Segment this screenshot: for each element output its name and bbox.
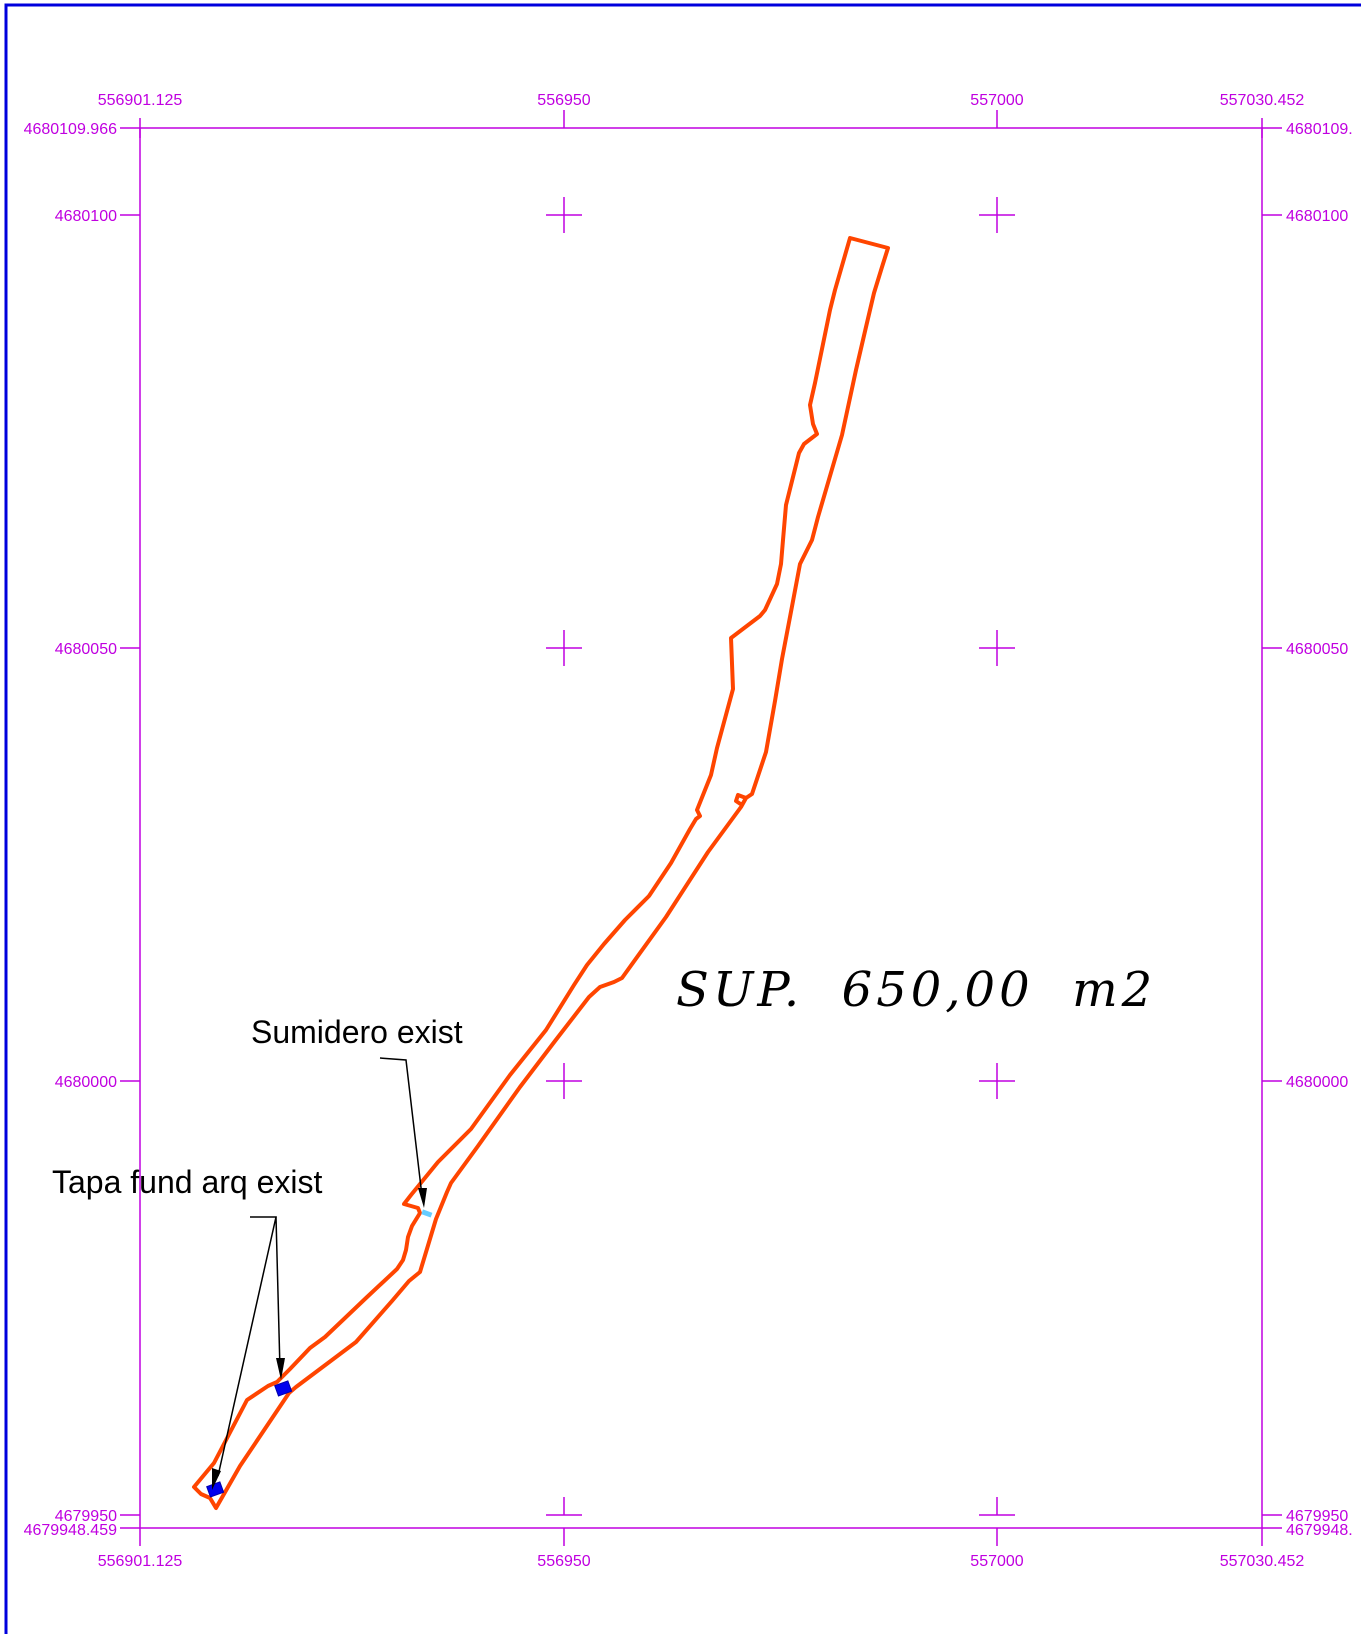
- x-tick-label-top: 556901.125: [98, 92, 183, 109]
- y-tick-label-right: 4679948.: [1286, 1522, 1353, 1539]
- grid-cross: [979, 1497, 1015, 1516]
- grid-cross: [979, 1063, 1015, 1099]
- x-tick-label-bottom: 556901.125: [98, 1553, 183, 1570]
- manhole-symbols: [206, 1380, 293, 1498]
- y-tick-label-right: 4680109.: [1286, 121, 1353, 138]
- frame-ticks: [120, 110, 1282, 1546]
- grid-cross: [546, 1497, 582, 1516]
- arrowhead-icon: [276, 1358, 285, 1380]
- manhole-icon: [274, 1380, 293, 1397]
- leader-lines: [217, 1057, 423, 1477]
- x-tick-label-top: 557000: [970, 92, 1023, 109]
- x-tick-label-bottom: 557030.452: [1220, 1553, 1305, 1570]
- area-label: SUP. 650,00 m2: [676, 962, 1156, 1018]
- manhole-icon: [206, 1481, 225, 1498]
- tapa-leader-1: [217, 1216, 277, 1477]
- y-tick-label-right: 4680100: [1286, 208, 1348, 225]
- parcel-outline: [192, 236, 890, 1510]
- sumidero-label: Sumidero exist: [251, 1014, 463, 1050]
- grid-cross: [979, 630, 1015, 666]
- x-tick-label-bottom: 557000: [970, 1553, 1023, 1570]
- sheet-frame: [4, 3, 1361, 1634]
- sumidero-leader: [379, 1057, 423, 1197]
- y-tick-label-right: 4679950: [1286, 1508, 1348, 1525]
- sink-icon: [421, 1209, 433, 1218]
- grid-cross: [546, 197, 582, 233]
- grid-cross: [979, 197, 1015, 233]
- grid-crosses: [546, 197, 1015, 1516]
- coordinate-frame: [139, 127, 1263, 1529]
- y-tick-label-left: 4679948.459: [24, 1522, 118, 1539]
- grid-cross: [546, 630, 582, 666]
- x-tick-label-bottom: 556950: [537, 1553, 590, 1570]
- x-tick-label-top: 557030.452: [1220, 92, 1305, 109]
- arrowhead-icon: [418, 1188, 427, 1208]
- tapa-leader-2: [275, 1216, 281, 1371]
- y-tick-label-left: 4680109.966: [24, 121, 118, 138]
- x-tick-label-top: 556950: [537, 92, 590, 109]
- y-tick-label-right: 4680050: [1286, 641, 1348, 658]
- y-tick-label-right: 4680000: [1286, 1074, 1348, 1091]
- arrowhead-icon: [212, 1468, 221, 1490]
- y-tick-label-left: 4680050: [55, 641, 117, 658]
- y-tick-label-left: 4680100: [55, 208, 117, 225]
- grid-cross: [546, 1063, 582, 1099]
- tapa-label: Tapa fund arq exist: [52, 1164, 323, 1200]
- y-tick-label-left: 4680000: [55, 1074, 117, 1091]
- leader-arrowheads: [212, 1188, 427, 1490]
- y-tick-label-left: 4679950: [55, 1508, 117, 1525]
